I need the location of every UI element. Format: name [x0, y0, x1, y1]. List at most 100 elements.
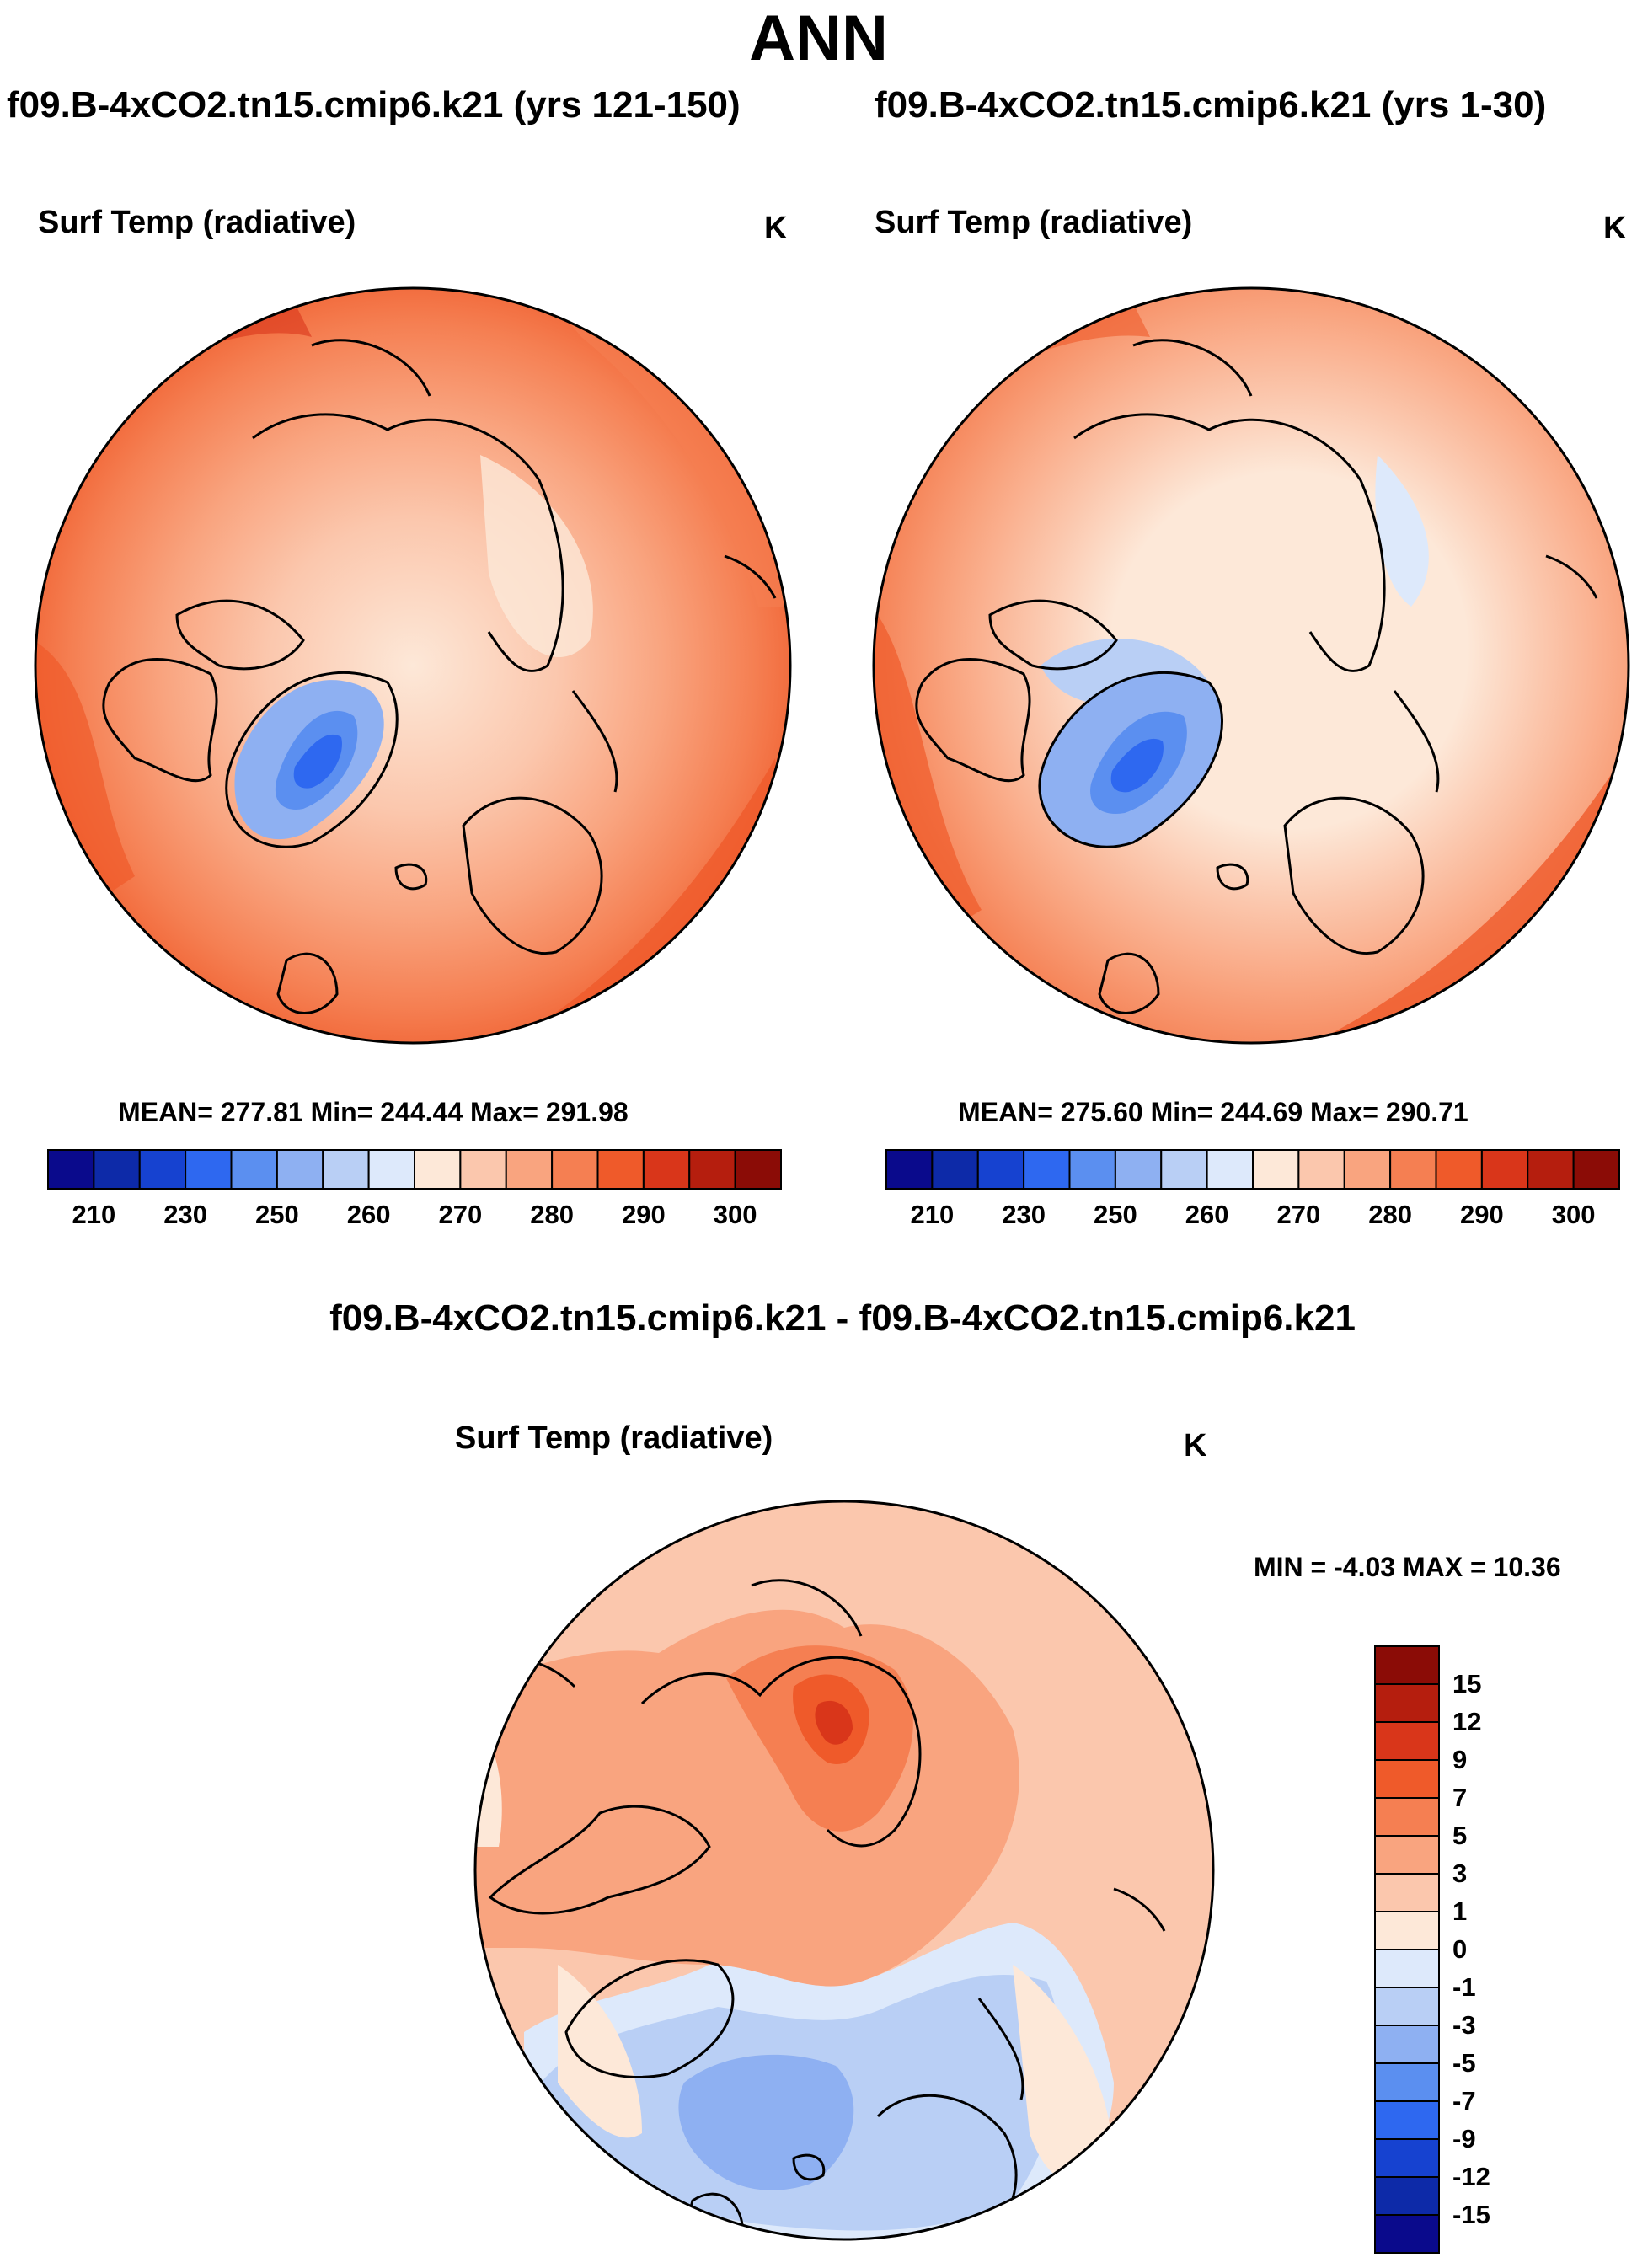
colorbar-tick-label: -15: [1452, 2200, 1490, 2229]
colorbar-tick-label: 270: [438, 1200, 483, 1229]
colorbar-swatch: [1114, 1149, 1163, 1190]
colorbar-swatch: [1374, 1645, 1440, 1685]
colorbar-swatch: [1297, 1149, 1345, 1190]
panel2-case-title: f09.B-4xCO2.tn15.cmip6.k21 (yrs 1-30): [875, 84, 1547, 126]
colorbar-swatch: [1374, 1949, 1440, 1988]
colorbar-swatch: [885, 1149, 934, 1190]
colorbar-swatch: [1206, 1149, 1254, 1190]
colorbar-swatch: [1480, 1149, 1529, 1190]
colorbar-swatch: [47, 1149, 95, 1190]
colorbar-tick-label: 260: [346, 1200, 391, 1229]
panel3-variable-label: Surf Temp (radiative): [455, 1420, 773, 1456]
colorbar-tick-label: 210: [910, 1200, 955, 1229]
colorbar-swatch: [551, 1149, 599, 1190]
colorbar-tick-label: 290: [622, 1200, 666, 1229]
panel3-colorbar: [1374, 1645, 1440, 2254]
colorbar-tick-label: 12: [1452, 1707, 1482, 1736]
panel2-stats: MEAN= 275.60 Min= 244.69 Max= 290.71: [958, 1097, 1468, 1127]
colorbar-swatch: [1374, 2176, 1440, 2216]
colorbar-swatch: [642, 1149, 691, 1190]
colorbar-tick-label: -7: [1452, 2086, 1476, 2116]
colorbar-tick-label: 260: [1185, 1200, 1229, 1229]
colorbar-tick-label: 280: [530, 1200, 574, 1229]
colorbar-swatch: [367, 1149, 415, 1190]
colorbar-swatch: [1374, 1683, 1440, 1723]
colorbar-swatch: [1374, 1911, 1440, 1950]
colorbar-tick-label: 15: [1452, 1669, 1482, 1698]
colorbar-swatch: [1374, 1797, 1440, 1837]
colorbar-swatch: [1389, 1149, 1437, 1190]
colorbar-tick-label: -5: [1452, 2048, 1476, 2078]
colorbar-swatch: [1572, 1149, 1620, 1190]
colorbar-swatch: [459, 1149, 507, 1190]
panel2-map: [872, 286, 1630, 1045]
colorbar-tick-label: 3: [1452, 1859, 1468, 1888]
colorbar-swatch: [230, 1149, 278, 1190]
colorbar-swatch: [1374, 2214, 1440, 2254]
colorbar-swatch: [688, 1149, 736, 1190]
panel3-case-title: f09.B-4xCO2.tn15.cmip6.k21 - f09.B-4xCO2…: [329, 1297, 1356, 1339]
panel1-case-title: f09.B-4xCO2.tn15.cmip6.k21 (yrs 121-150): [7, 84, 741, 126]
colorbar-tick-label: 290: [1460, 1200, 1504, 1229]
colorbar-swatch: [322, 1149, 370, 1190]
colorbar-tick-label: 210: [72, 1200, 116, 1229]
colorbar-tick-label: 9: [1452, 1745, 1468, 1774]
colorbar-swatch: [414, 1149, 462, 1190]
colorbar-swatch: [1068, 1149, 1116, 1190]
colorbar-swatch: [93, 1149, 141, 1190]
colorbar-swatch: [1374, 1835, 1440, 1875]
colorbar-swatch: [138, 1149, 187, 1190]
colorbar-swatch: [596, 1149, 645, 1190]
panel3-units-label: K: [1184, 1428, 1207, 1463]
panel1-variable-label: Surf Temp (radiative): [38, 205, 356, 240]
colorbar-swatch: [734, 1149, 782, 1190]
colorbar-swatch: [1374, 1721, 1440, 1761]
panel3-stats: MIN = -4.03 MAX = 10.36: [1254, 1552, 1561, 1582]
colorbar-swatch: [1374, 1759, 1440, 1799]
colorbar-swatch: [1252, 1149, 1300, 1190]
page-title: ANN: [749, 3, 888, 74]
colorbar-tick-label: -9: [1452, 2124, 1476, 2153]
colorbar-tick-label: 250: [255, 1200, 299, 1229]
colorbar-swatch: [276, 1149, 324, 1190]
colorbar-swatch: [976, 1149, 1025, 1190]
colorbar-swatch: [1374, 2138, 1440, 2178]
colorbar-swatch: [1374, 1873, 1440, 1912]
colorbar-swatch: [1343, 1149, 1392, 1190]
panel2-units-label: K: [1603, 211, 1627, 246]
colorbar-tick-label: 300: [713, 1200, 757, 1229]
colorbar-swatch: [1374, 2100, 1440, 2140]
panel2-colorbar-ticks: 210 230 250 260 270 280 290 300: [886, 1200, 1619, 1233]
colorbar-tick-label: -3: [1452, 2010, 1476, 2040]
colorbar-swatch: [505, 1149, 554, 1190]
colorbar-swatch: [1527, 1149, 1575, 1190]
panel1-map: [34, 286, 792, 1045]
colorbar-tick-label: 270: [1276, 1200, 1321, 1229]
colorbar-swatch: [931, 1149, 979, 1190]
panel1-units-label: K: [764, 211, 788, 246]
panel3-colorbar-ticks: -15 -12 -9 -7 -5 -3 -1 0 1 3 5 7 9 12 15: [1452, 1646, 1554, 2253]
colorbar-tick-label: 5: [1452, 1821, 1468, 1850]
colorbar-swatch: [1160, 1149, 1208, 1190]
colorbar-tick-label: -12: [1452, 2162, 1490, 2191]
colorbar-tick-label: 7: [1452, 1783, 1468, 1812]
colorbar-swatch: [1023, 1149, 1071, 1190]
colorbar-tick-label: -1: [1452, 1972, 1476, 2002]
colorbar-tick-label: 300: [1551, 1200, 1596, 1229]
panel3-map: [473, 1500, 1215, 2241]
colorbar-tick-label: 230: [163, 1200, 207, 1229]
colorbar-swatch: [1435, 1149, 1483, 1190]
colorbar-swatch: [1374, 2062, 1440, 2102]
colorbar-tick-label: 230: [1002, 1200, 1046, 1229]
colorbar-tick-label: 250: [1094, 1200, 1137, 1229]
panel2-colorbar: [885, 1149, 1620, 1190]
colorbar-tick-label: 0: [1452, 1934, 1468, 1964]
colorbar-tick-label: 280: [1368, 1200, 1412, 1229]
colorbar-swatch: [1374, 1987, 1440, 2026]
colorbar-swatch: [185, 1149, 233, 1190]
panel2-variable-label: Surf Temp (radiative): [875, 205, 1193, 240]
panel1-colorbar-ticks: 210 230 250 260 270 280 290 300: [48, 1200, 781, 1233]
panel1-stats: MEAN= 277.81 Min= 244.44 Max= 291.98: [118, 1097, 629, 1127]
panel1-colorbar: [47, 1149, 782, 1190]
colorbar-swatch: [1374, 2025, 1440, 2064]
